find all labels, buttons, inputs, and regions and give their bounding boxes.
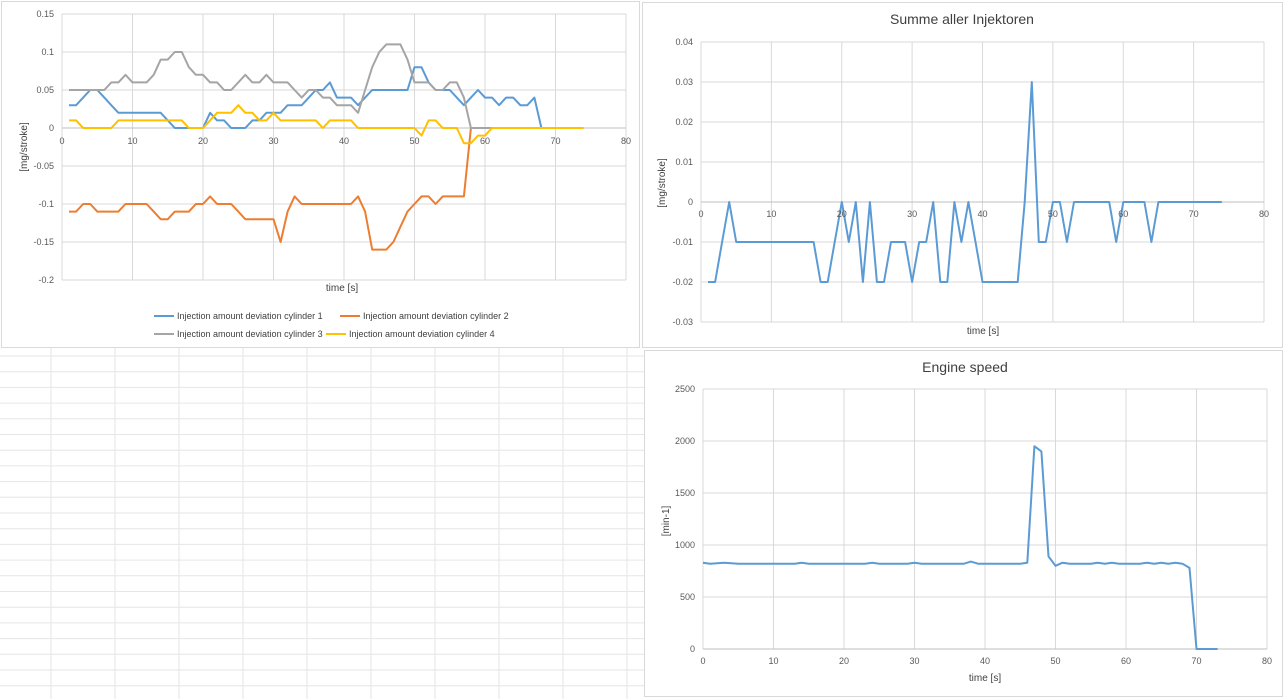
y-tick-label: -0.2 xyxy=(38,275,54,285)
chart-title: Engine speed xyxy=(922,359,1008,375)
y-tick-label: 0 xyxy=(688,197,693,207)
x-tick-label: 60 xyxy=(1121,656,1131,666)
y-tick-label: -0.05 xyxy=(33,161,54,171)
legend: Injection amount deviation cylinder 1 In… xyxy=(154,311,509,339)
chart-summe-svg: Summe aller Injektoren 0.040.030.020.010… xyxy=(657,11,1269,337)
y-tick-label: -0.1 xyxy=(38,199,54,209)
legend-label-cylinder-4: Injection amount deviation cylinder 4 xyxy=(349,329,495,339)
series-line-1 xyxy=(69,66,563,129)
y-tick-label: 0.15 xyxy=(36,9,54,19)
x-tick-label: 20 xyxy=(198,136,208,146)
x-axis-title: time [s] xyxy=(969,673,1001,684)
legend-label-cylinder-3: Injection amount deviation cylinder 3 xyxy=(177,329,323,339)
chart-deviation-svg: 0.15 0.1 0.05 0 -0.05 -0.1 -0.15 -0.2 0 10 20 30 40 5… xyxy=(19,9,631,339)
tick-layer: 0.04 0.03 0.02 0.01 0 -0.01 -0.02 -0.03 0 10 20 30 4… xyxy=(672,37,1269,327)
chart-deviation-panel[interactable]: 0.15 0.1 0.05 0 -0.05 -0.1 -0.15 -0.2 0 10 20 30 40 5… xyxy=(1,1,640,348)
x-tick-label: 60 xyxy=(1118,209,1128,219)
series-layer xyxy=(69,43,584,251)
y-axis-title: [min-1] xyxy=(661,505,672,536)
y-tick-label: 2000 xyxy=(675,436,695,446)
y-tick-label: 1000 xyxy=(675,540,695,550)
grid-layer xyxy=(61,13,627,281)
y-tick-label: 0.05 xyxy=(36,85,54,95)
y-tick-label: 0.01 xyxy=(675,157,693,167)
x-axis-title: time [s] xyxy=(967,326,999,337)
x-tick-label: 80 xyxy=(621,136,631,146)
series-line-2 xyxy=(69,127,563,251)
x-tick-label: 0 xyxy=(59,136,64,146)
y-tick-label: 0 xyxy=(690,644,695,654)
series-line-1 xyxy=(702,445,1218,650)
series-line-4 xyxy=(69,104,584,145)
y-tick-label: -0.02 xyxy=(672,277,693,287)
x-tick-label: 20 xyxy=(837,209,847,219)
y-tick-label: 0.1 xyxy=(41,47,54,57)
x-tick-label: 10 xyxy=(127,136,137,146)
y-tick-label: 0.03 xyxy=(675,77,693,87)
x-tick-label: 70 xyxy=(1191,656,1201,666)
y-axis-title: [mg/stroke] xyxy=(657,158,668,208)
x-tick-label: 20 xyxy=(839,656,849,666)
y-tick-label: -0.15 xyxy=(33,237,54,247)
x-tick-label: 70 xyxy=(550,136,560,146)
legend-label-cylinder-1: Injection amount deviation cylinder 1 xyxy=(177,311,323,321)
x-tick-label: 80 xyxy=(1259,209,1269,219)
x-tick-label: 30 xyxy=(268,136,278,146)
tick-layer: 0.15 0.1 0.05 0 -0.05 -0.1 -0.15 -0.2 0 10 20 30 40 5… xyxy=(33,9,631,285)
y-tick-label: 500 xyxy=(680,592,695,602)
series-line-3 xyxy=(69,43,563,129)
y-axis-title: [mg/stroke] xyxy=(19,122,30,172)
chart-summe-panel[interactable]: Summe aller Injektoren 0.04 0.03 0.02 0.01 0… xyxy=(642,2,1283,348)
x-axis-title: time [s] xyxy=(326,283,358,294)
x-tick-label: 50 xyxy=(1048,209,1058,219)
series-layer xyxy=(708,81,1222,283)
y-tick-label: -0.01 xyxy=(672,237,693,247)
x-tick-label: 50 xyxy=(409,136,419,146)
chart-speed-svg: Engine speed 2500 2000 1500 1000 500 00 10 20 30… xyxy=(661,359,1272,684)
x-tick-label: 30 xyxy=(907,209,917,219)
x-tick-label: 40 xyxy=(977,209,987,219)
grid-layer xyxy=(702,388,1268,650)
y-tick-label: 1500 xyxy=(675,488,695,498)
x-tick-label: 0 xyxy=(698,209,703,219)
series-line-1 xyxy=(708,81,1222,283)
x-tick-label: 0 xyxy=(700,656,705,666)
x-tick-label: 70 xyxy=(1189,209,1199,219)
x-tick-label: 10 xyxy=(766,209,776,219)
series-layer xyxy=(702,445,1218,650)
x-tick-label: 30 xyxy=(909,656,919,666)
x-tick-label: 40 xyxy=(980,656,990,666)
x-tick-label: 60 xyxy=(480,136,490,146)
x-tick-label: 10 xyxy=(768,656,778,666)
x-tick-label: 40 xyxy=(339,136,349,146)
y-tick-label: 0.04 xyxy=(675,37,693,47)
y-tick-label: 0 xyxy=(49,123,54,133)
tick-layer: 2500 2000 1500 1000 500 00 10 20 30 40 50 60 70 80 xyxy=(675,384,1272,666)
chart-speed-panel[interactable]: Engine speed 2500 2000 1500 1000 500 0 0 10 20 30… xyxy=(644,350,1283,697)
x-tick-label: 50 xyxy=(1050,656,1060,666)
x-tick-label: 80 xyxy=(1262,656,1272,666)
y-tick-label: 2500 xyxy=(675,384,695,394)
chart-title: Summe aller Injektoren xyxy=(890,11,1034,27)
y-tick-label: -0.03 xyxy=(672,317,693,327)
legend-label-cylinder-2: Injection amount deviation cylinder 2 xyxy=(363,311,509,321)
y-tick-label: 0.02 xyxy=(675,117,693,127)
